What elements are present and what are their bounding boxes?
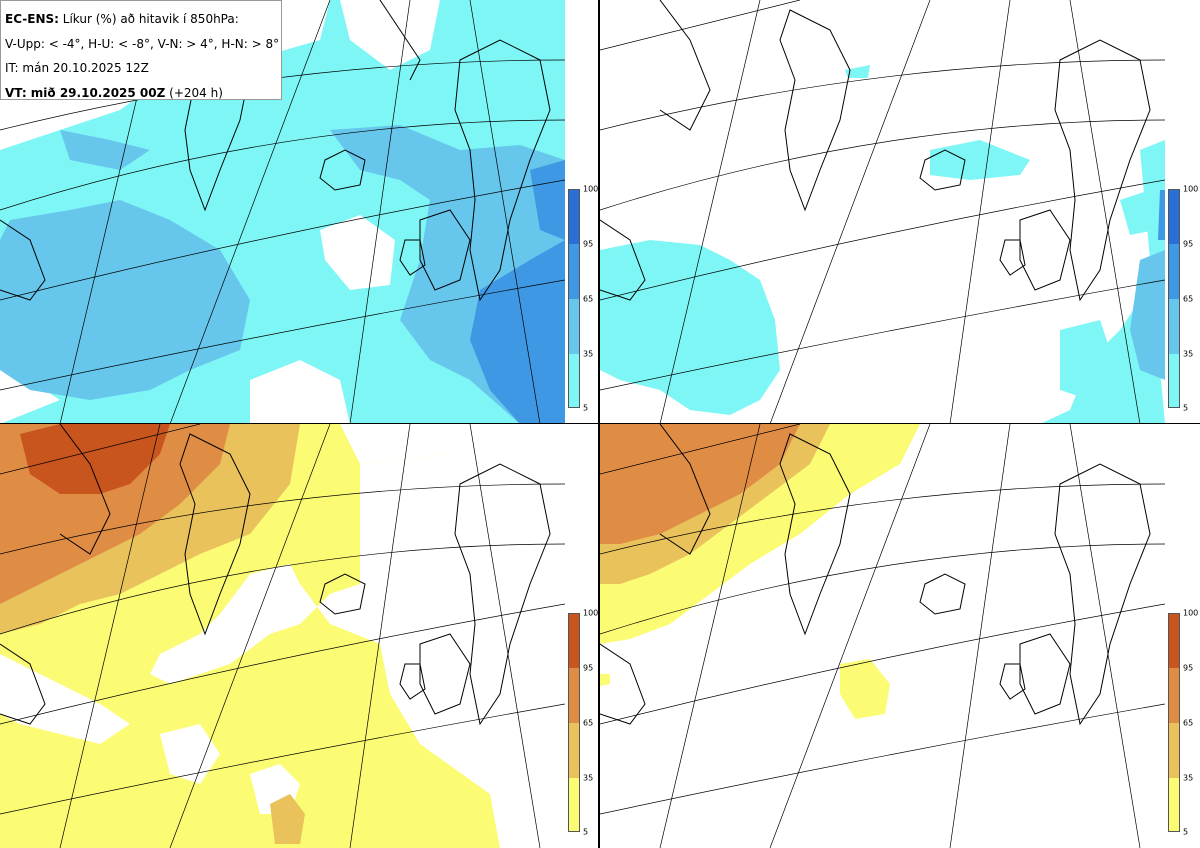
- colorbar-tick-label: 95: [583, 663, 594, 673]
- valid-time-line: VT: mið 29.10.2025 00Z (+204 h): [5, 81, 277, 106]
- model-label: EC-ENS:: [5, 12, 59, 26]
- colorbar-segment: [1168, 723, 1180, 778]
- colorbar-warm: 100 95 65 35 5: [1168, 609, 1200, 837]
- map-warm-4: [0, 424, 565, 848]
- map-cold-8: [600, 0, 1165, 424]
- info-box: EC-ENS: Líkur (%) að hitavik í 850hPa: V…: [0, 0, 282, 100]
- colorbar-segment: [568, 723, 580, 778]
- colorbar-tick-label: 100: [583, 184, 599, 194]
- divider-vertical: [598, 0, 600, 848]
- colorbar-tick-label: 95: [1183, 239, 1194, 249]
- colorbar-tick-label: 100: [1183, 608, 1199, 618]
- thresholds-text: V-Upp: < -4°, H-U: < -8°, V-N: > 4°, H-N…: [5, 36, 280, 51]
- valid-time-label: VT: mið 29.10.2025 00Z: [5, 85, 166, 100]
- panel-warm-4: 100 95 65 35 5: [0, 424, 600, 848]
- colorbar-frame: [568, 613, 580, 832]
- colorbar-segment: [1168, 778, 1180, 832]
- colorbar-segment: [1168, 613, 1180, 668]
- colorbar-tick-label: 35: [583, 773, 594, 783]
- colorbar-segment: [568, 668, 580, 723]
- panel-cold-8: 100 95 65 35 5: [600, 0, 1200, 424]
- map-warm-8: [600, 424, 1165, 848]
- colorbar-segment: [1168, 668, 1180, 723]
- colorbar-tick-label: 65: [583, 718, 594, 728]
- colorbar-tick-label: 5: [583, 827, 589, 837]
- panel-warm-8: 100 95 65 35 5: [600, 424, 1200, 848]
- colorbar-tick-label: 5: [1183, 403, 1189, 413]
- colorbar-segment: [1168, 244, 1180, 299]
- colorbar-segment: [568, 244, 580, 299]
- colorbar-segment: [568, 189, 580, 244]
- colorbar-tick-label: 65: [1183, 294, 1194, 304]
- colorbar-warm: 100 95 65 35 5: [568, 609, 608, 837]
- init-time-text: IT: mán 20.10.2025 12Z: [5, 61, 149, 75]
- colorbar-segment: [568, 613, 580, 668]
- colorbar-tick-label: 35: [583, 349, 594, 359]
- colorbar-tick-label: 35: [1183, 773, 1194, 783]
- colorbar-tick-label: 5: [1183, 827, 1189, 837]
- colorbar-tick-label: 100: [1183, 184, 1199, 194]
- colorbar-segment: [1168, 354, 1180, 408]
- info-title-line: EC-ENS: Líkur (%) að hitavik í 850hPa:: [5, 7, 277, 32]
- colorbar-segment: [568, 299, 580, 354]
- colorbar-tick-label: 100: [583, 608, 599, 618]
- colorbar-tick-label: 5: [583, 403, 589, 413]
- colorbar-tick-label: 65: [1183, 718, 1194, 728]
- colorbar-segment: [568, 354, 580, 408]
- colorbar-cold: 100 95 65 35 5: [1168, 185, 1200, 413]
- model-description: Líkur (%) að hitavik í 850hPa:: [62, 12, 239, 26]
- colorbar-segment: [1168, 189, 1180, 244]
- colorbar-cold: 100 95 65 35 5: [568, 185, 608, 413]
- colorbar-tick-label: 35: [1183, 349, 1194, 359]
- divider-horizontal: [0, 423, 1200, 424]
- colorbar-frame: [1168, 189, 1180, 408]
- colorbar-tick-label: 95: [1183, 663, 1194, 673]
- colorbar-frame: [1168, 613, 1180, 832]
- colorbar-tick-label: 65: [583, 294, 594, 304]
- colorbar-frame: [568, 189, 580, 408]
- valid-time-offset: (+204 h): [169, 85, 223, 100]
- colorbar-tick-label: 95: [583, 239, 594, 249]
- colorbar-segment: [568, 778, 580, 832]
- colorbar-segment: [1168, 299, 1180, 354]
